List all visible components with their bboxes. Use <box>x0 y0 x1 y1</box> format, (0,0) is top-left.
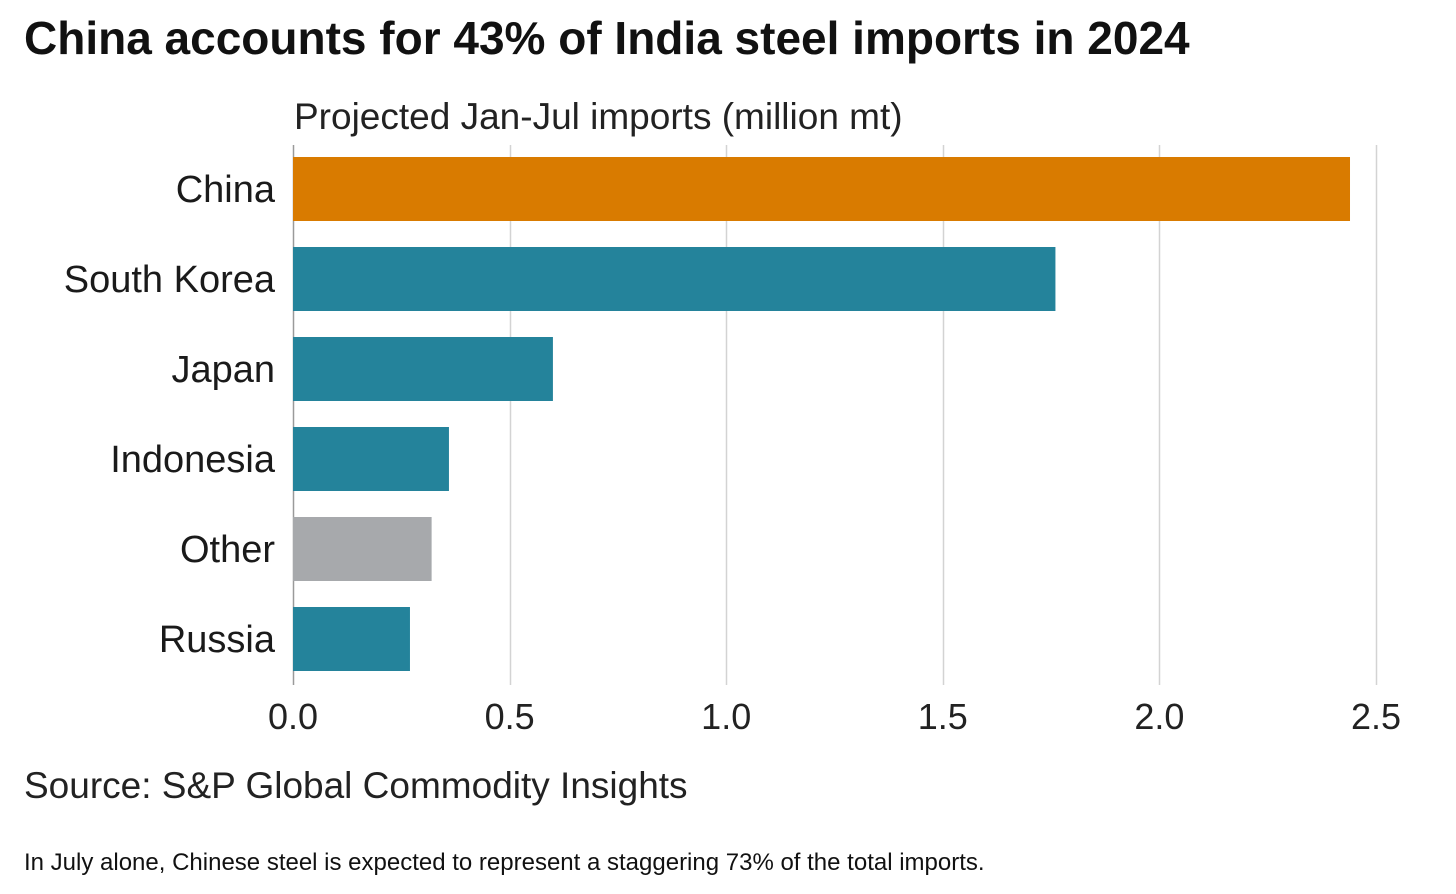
category-label: Russia <box>159 619 276 661</box>
category-label: China <box>176 169 276 211</box>
tick-labels: 0.0 0.5 1.0 1.5 2.0 2.5 <box>268 696 1401 737</box>
grid-lines <box>292 145 1378 685</box>
bar-other <box>293 517 432 581</box>
x-tick-label: 1.5 <box>918 696 968 737</box>
x-tick-label: 0.5 <box>485 696 535 737</box>
bar-south-korea <box>293 247 1056 311</box>
x-tick-label: 2.0 <box>1134 696 1184 737</box>
category-label: Other <box>180 529 275 571</box>
x-tick-label: 0.0 <box>268 696 318 737</box>
x-tick-label: 1.0 <box>701 696 751 737</box>
chart-subtitle: Projected Jan-Jul imports (million mt) <box>294 96 903 137</box>
bar-indonesia <box>293 427 449 491</box>
bar-japan <box>293 337 553 401</box>
category-label: South Korea <box>64 259 276 301</box>
source-note: Source: S&P Global Commodity Insights <box>24 765 688 806</box>
category-labels: China South Korea Japan Indonesia Other Russi… <box>64 169 276 661</box>
category-label: Japan <box>171 349 275 391</box>
category-label: Indonesia <box>110 439 276 481</box>
bar-russia <box>293 607 410 671</box>
bar-chart: China South Korea Japan Indonesia Other Russi… <box>64 145 1401 737</box>
chart-title: China accounts for 43% of India steel im… <box>24 12 1190 64</box>
bars <box>293 157 1351 671</box>
footnote: In July alone, Chinese steel is expected… <box>24 849 985 876</box>
bar-china <box>293 157 1351 221</box>
x-tick-label: 2.5 <box>1351 696 1401 737</box>
